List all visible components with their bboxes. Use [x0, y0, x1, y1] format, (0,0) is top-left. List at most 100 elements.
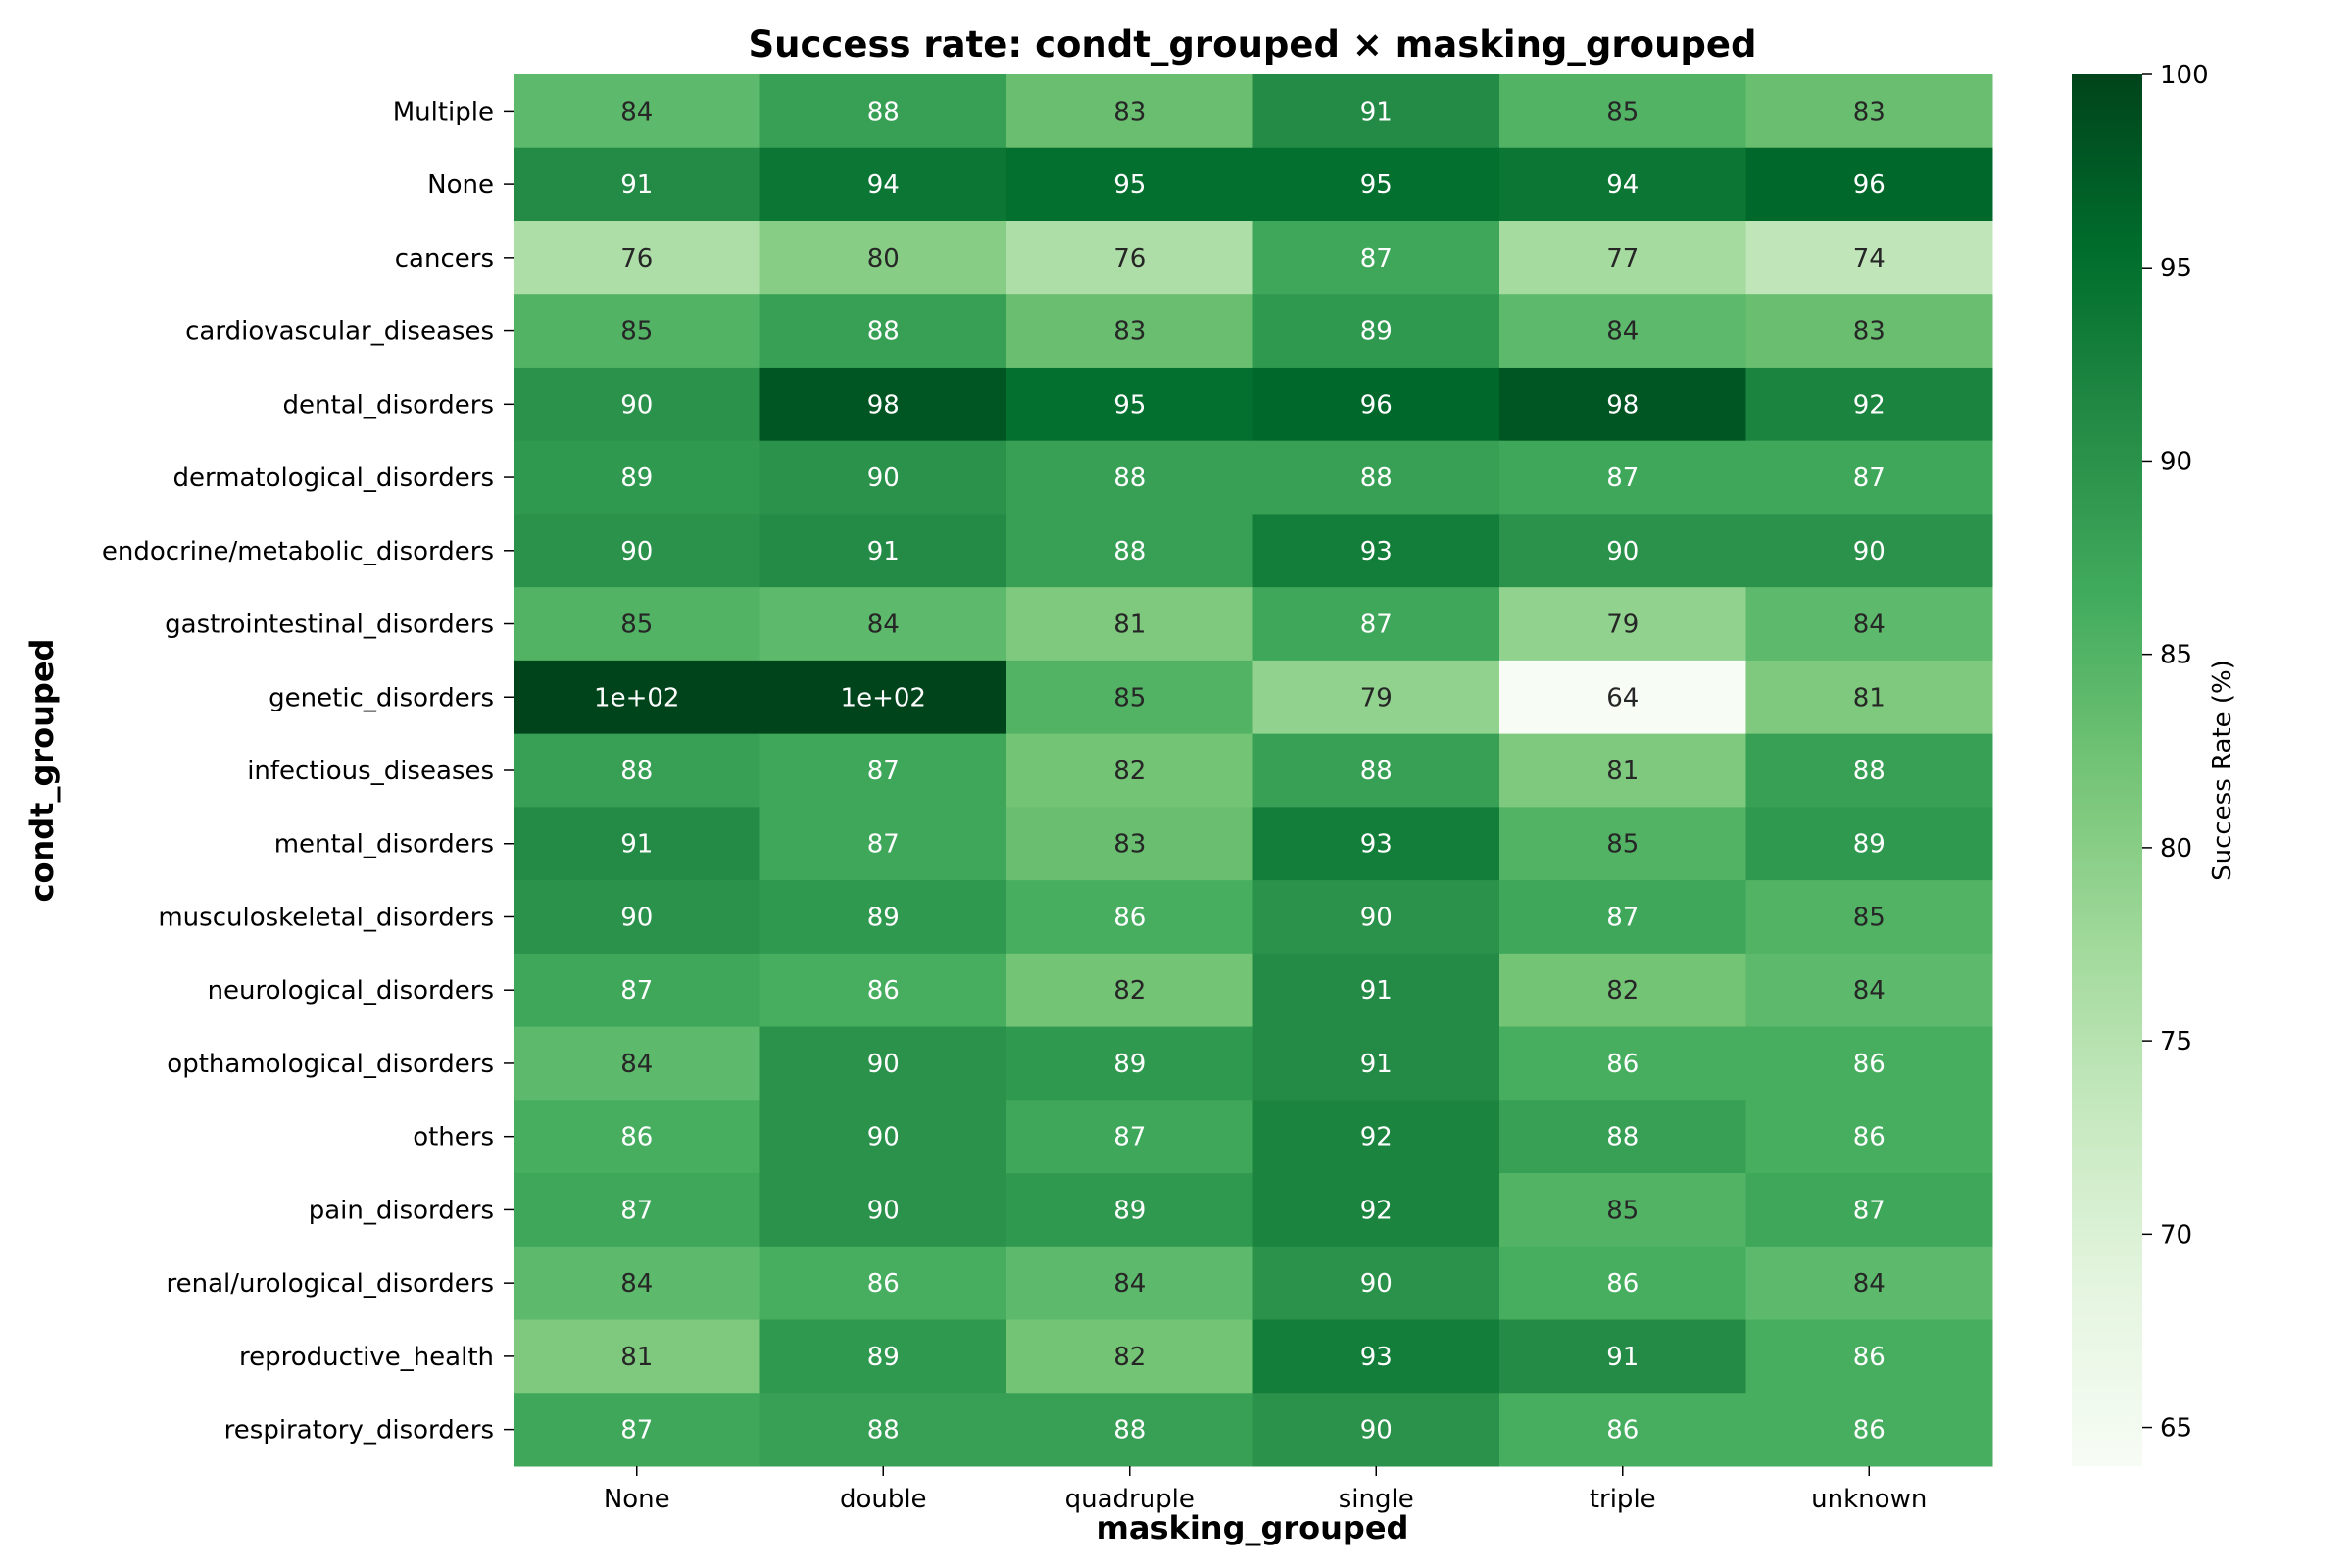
cell-value-label: 83 — [1113, 830, 1146, 859]
cell-value-label: 90 — [620, 903, 653, 932]
heatmap-cell — [1252, 294, 1500, 368]
heatmap-cell — [514, 660, 760, 735]
heatmap-cell — [1252, 147, 1500, 221]
heatmap-cell — [760, 294, 1007, 368]
cell-value-label: 82 — [1113, 757, 1146, 786]
cell-value-label: 86 — [1853, 1050, 1886, 1079]
cell-value-label: 88 — [1360, 464, 1393, 493]
heatmap-cell — [1499, 1246, 1746, 1321]
cell-value-label: 87 — [1606, 464, 1639, 493]
cell-value-label: 85 — [1606, 830, 1639, 859]
cell-value-label: 92 — [1360, 1196, 1393, 1225]
heatmap-cell — [1499, 953, 1746, 1028]
cell-value-label: 87 — [1606, 903, 1639, 932]
heatmap-cell — [1006, 880, 1253, 955]
heatmap-cell — [760, 1026, 1007, 1101]
colorbar-tick-label: 75 — [2160, 1027, 2192, 1056]
cell-value-label: 85 — [1606, 97, 1639, 126]
x-tick-label: double — [840, 1485, 927, 1514]
colorbar-tick-label: 70 — [2160, 1220, 2192, 1250]
cell-value-label: 88 — [867, 318, 900, 347]
cell-value-label: 86 — [1606, 1050, 1639, 1079]
heatmap-cell — [760, 880, 1007, 955]
cell-value-label: 91 — [1360, 97, 1393, 126]
heatmap-cell — [1499, 294, 1746, 368]
cell-value-label: 98 — [867, 390, 900, 419]
cell-value-label: 87 — [1853, 464, 1886, 493]
heatmap-cell — [1006, 1246, 1253, 1321]
heatmap-cell — [1745, 1173, 1993, 1248]
heatmap-cell — [1252, 1026, 1500, 1101]
cell-value-label: 90 — [1606, 537, 1639, 566]
cell-value-label: 91 — [620, 171, 653, 200]
cell-value-label: 79 — [1606, 611, 1639, 640]
heatmap-cell — [1006, 220, 1253, 295]
heatmap-cell — [1252, 880, 1500, 955]
heatmap-cell — [760, 440, 1007, 514]
cell-value-label: 86 — [1113, 903, 1146, 932]
heatmap-cell — [1499, 807, 1746, 881]
heatmap-cell — [1499, 367, 1746, 442]
heatmap-cells: 84 88 83 91 85 83 91 94 95 95 94 96 76 80 76 87 77 74 85 88… — [514, 74, 1993, 1467]
heatmap-cell — [1745, 1026, 1993, 1101]
cell-value-label: 90 — [867, 1123, 900, 1152]
cell-value-label: 90 — [1853, 537, 1886, 566]
cell-value-label: 82 — [1606, 976, 1639, 1005]
cell-value-label: 88 — [1606, 1123, 1639, 1152]
cell-value-label: 95 — [1360, 171, 1393, 200]
colorbar-tick-label: 80 — [2160, 834, 2192, 863]
y-tick-label: dental_disorders — [283, 390, 494, 419]
heatmap-cell — [1499, 880, 1746, 955]
heatmap-cell — [760, 587, 1007, 662]
heatmap-cell — [1499, 1026, 1746, 1101]
cell-value-label: 90 — [620, 390, 653, 419]
heatmap-cell — [1006, 147, 1253, 221]
cell-value-label: 95 — [1113, 171, 1146, 200]
colorbar-gradient — [2072, 74, 2142, 1466]
heatmap-cell — [1252, 74, 1500, 149]
cell-value-label: 87 — [1360, 244, 1393, 273]
heatmap-cell — [1745, 1319, 1993, 1394]
colorbar-tick-label: 90 — [2160, 447, 2192, 476]
heatmap-cell — [1745, 807, 1993, 881]
cell-value-label: 80 — [867, 244, 900, 273]
heatmap-cell — [1006, 1100, 1253, 1174]
heatmap-cell — [1006, 1319, 1253, 1394]
cell-value-label: 96 — [1853, 171, 1886, 200]
heatmap-cell — [514, 953, 760, 1028]
heatmap-cell — [514, 1246, 760, 1321]
heatmap-cell — [760, 147, 1007, 221]
heatmap-cell — [1499, 514, 1746, 588]
cell-value-label: 87 — [620, 1416, 653, 1446]
y-tick-label: musculoskeletal_disorders — [158, 903, 494, 932]
heatmap-cell — [1252, 587, 1500, 662]
y-tick-label: None — [427, 171, 494, 200]
heatmap-cell — [514, 807, 760, 881]
cell-value-label: 76 — [1113, 244, 1146, 273]
cell-value-label: 81 — [1853, 683, 1886, 712]
x-axis-ticks: None double quadruple single triple unknown — [604, 1466, 1927, 1514]
heatmap-cell — [1006, 807, 1253, 881]
cell-value-label: 1e+02 — [841, 683, 926, 712]
cell-value-label: 88 — [867, 97, 900, 126]
cell-value-label: 87 — [620, 1196, 653, 1225]
cell-value-label: 93 — [1360, 1343, 1393, 1372]
cell-value-label: 86 — [1853, 1123, 1886, 1152]
cell-value-label: 88 — [1113, 1416, 1146, 1446]
heatmap-cell — [760, 74, 1007, 149]
y-tick-label: genetic_disorders — [269, 683, 494, 712]
heatmap-cell — [1745, 1100, 1993, 1174]
cell-value-label: 83 — [1853, 97, 1886, 126]
y-tick-label: renal/urological_disorders — [167, 1269, 494, 1298]
heatmap-cell — [1252, 660, 1500, 735]
cell-value-label: 84 — [1113, 1269, 1146, 1298]
heatmap-cell — [1745, 1393, 1993, 1467]
heatmap-cell — [1499, 733, 1746, 808]
heatmap-cell — [1252, 1393, 1500, 1467]
cell-value-label: 90 — [867, 1050, 900, 1079]
heatmap-cell — [1006, 74, 1253, 149]
chart-title: Success rate: condt_grouped × masking_gr… — [749, 24, 1757, 66]
heatmap-cell — [1006, 440, 1253, 514]
y-tick-label: dermatological_disorders — [172, 464, 494, 493]
